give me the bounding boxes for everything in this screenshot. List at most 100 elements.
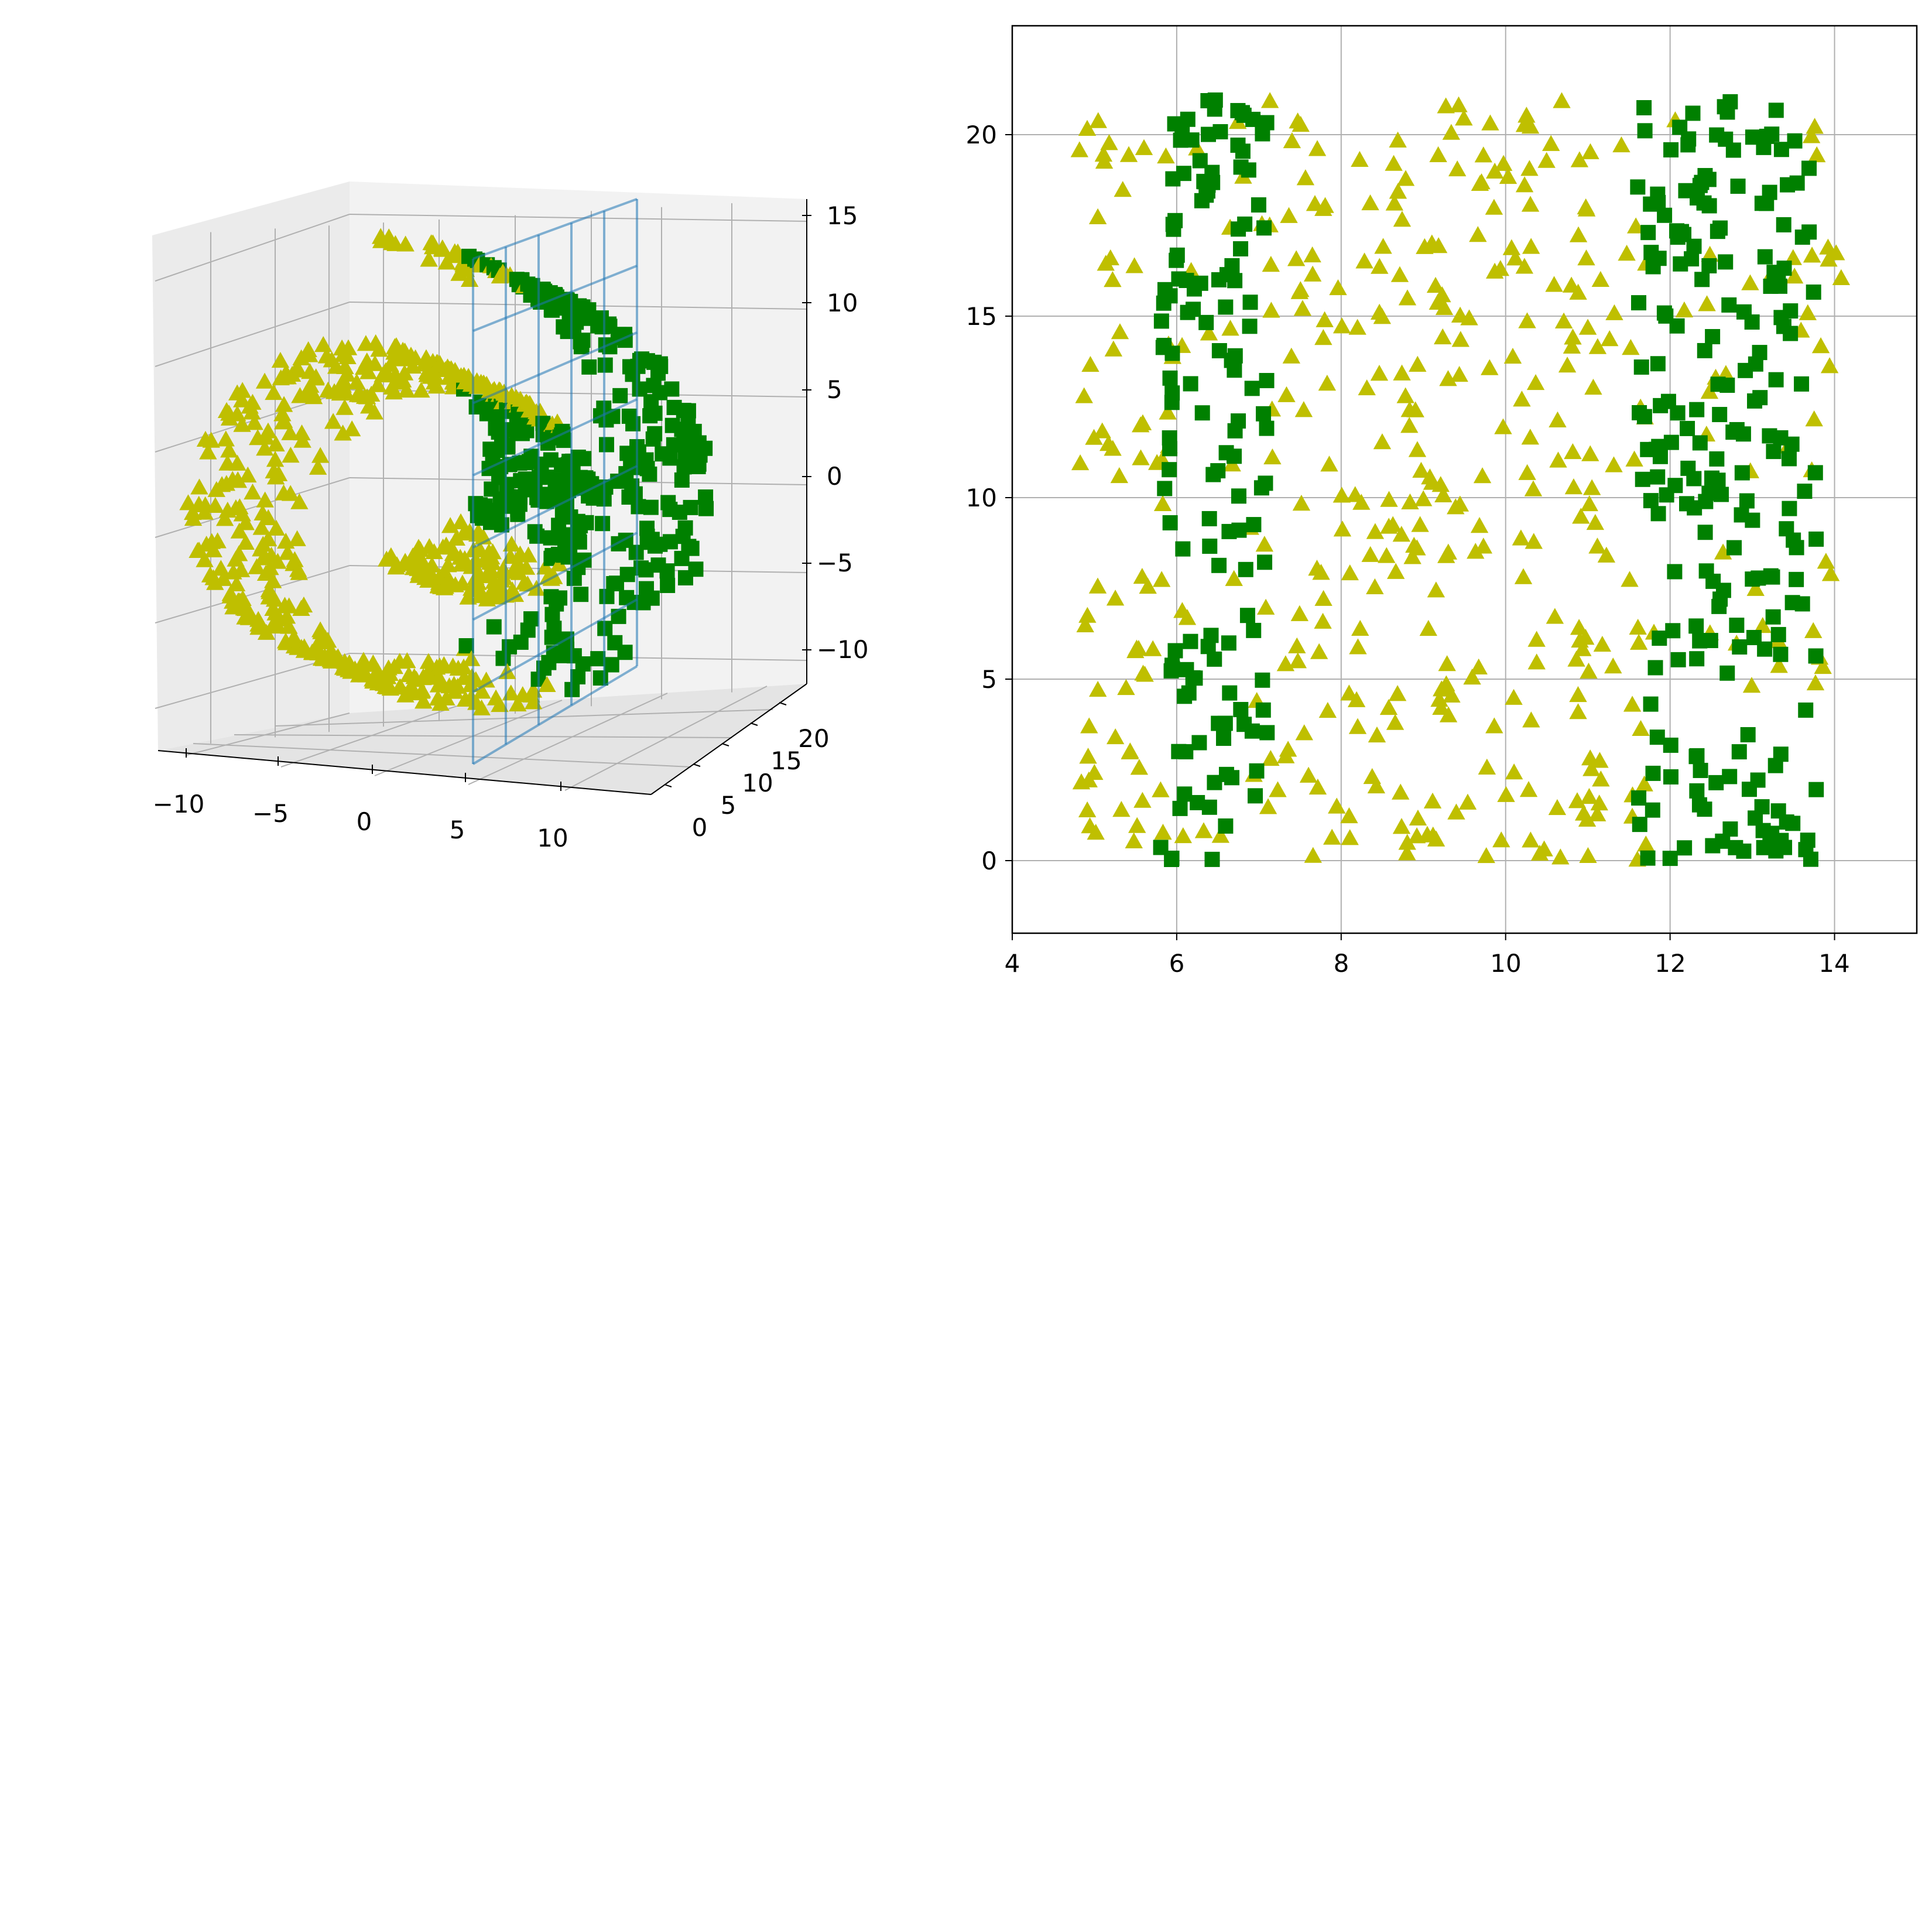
triangle-point (1314, 329, 1332, 345)
triangle-point (1341, 564, 1359, 581)
triangle-point (1526, 374, 1545, 390)
triangle-point (1390, 266, 1409, 282)
triangle-point (1408, 441, 1427, 457)
triangle-point (1293, 300, 1312, 316)
square-point (1203, 628, 1219, 643)
points-2d (1070, 92, 1851, 867)
triangle-point-3d (338, 365, 357, 382)
triangle-point-3d (311, 447, 330, 463)
square-point-3d (592, 670, 608, 686)
square-point (1631, 790, 1647, 806)
triangle-point (1592, 770, 1610, 787)
triangle-point (1431, 476, 1450, 492)
triangle-point-3d (527, 580, 546, 596)
square-point (1185, 670, 1201, 686)
triangle-point (1401, 493, 1419, 510)
triangle-point (1622, 339, 1640, 355)
triangle-point (1112, 800, 1131, 817)
x3d-tick-label: −5 (252, 799, 289, 828)
triangle-point-3d (255, 372, 274, 389)
square-point (1669, 318, 1685, 334)
square-point (1165, 171, 1181, 187)
triangle-point (1126, 642, 1145, 659)
triangle-point-3d (280, 618, 298, 634)
triangle-point (1625, 450, 1643, 467)
triangle-point (1481, 359, 1499, 375)
y-tick-mark (664, 784, 672, 787)
triangle-point (1470, 517, 1489, 533)
triangle-point-3d (199, 443, 217, 460)
triangle-point-3d (365, 403, 383, 420)
square-point (1183, 376, 1198, 392)
square-point (1685, 105, 1701, 121)
triangle-point (1393, 211, 1412, 227)
triangle-point-3d (369, 376, 387, 392)
square-point (1694, 272, 1710, 287)
triangle-point (1393, 364, 1411, 381)
square-point (1663, 769, 1678, 785)
square-point-3d (598, 437, 614, 453)
y3d-tick-label: 10 (742, 769, 773, 797)
square-point (1222, 685, 1238, 701)
square-point (1640, 441, 1656, 457)
plane-grid-line (472, 331, 638, 405)
square-point (1738, 362, 1753, 378)
square-point (1768, 102, 1784, 118)
cutting-plane (472, 198, 638, 765)
z3d-tick-label: −10 (817, 635, 869, 664)
triangle-point (1819, 238, 1837, 255)
square-point (1201, 511, 1217, 526)
triangle-point (1601, 330, 1619, 347)
square-point-3d (571, 534, 587, 550)
square-point (1178, 744, 1194, 760)
triangle-point (1605, 304, 1623, 320)
triangle-point-3d (281, 485, 300, 501)
triangle-point (1434, 328, 1452, 345)
triangle-point (1579, 847, 1597, 864)
square-point-3d (500, 437, 516, 453)
triangle-point (1432, 698, 1450, 715)
triangle-point (1290, 605, 1309, 621)
triangle-point (1714, 543, 1732, 560)
triangle-point-3d (439, 556, 457, 573)
triangle-point (1448, 160, 1467, 177)
square-point (1636, 100, 1652, 116)
triangle-point (1820, 357, 1839, 374)
square-point (1676, 227, 1692, 242)
triangle-point (1569, 686, 1587, 703)
grid-line (155, 565, 350, 624)
triangle-point (1605, 456, 1623, 472)
square-point (1745, 512, 1760, 528)
triangle-point (1348, 318, 1366, 335)
square-point (1242, 318, 1258, 334)
triangle-point-3d (259, 422, 278, 439)
square-point (1175, 541, 1191, 557)
square-point (1734, 465, 1750, 481)
triangle-point (1367, 777, 1386, 794)
triangle-point (1563, 337, 1581, 354)
square-point (1693, 762, 1708, 778)
triangle-point (1746, 580, 1765, 596)
square-point-3d (698, 501, 714, 516)
triangle-point (1280, 207, 1298, 223)
square-point (1259, 373, 1275, 389)
triangle-point-3d (300, 346, 318, 362)
square-point (1218, 766, 1234, 782)
y3d-tick-label: 15 (770, 746, 801, 775)
triangle-point (1458, 793, 1477, 810)
square-point (1784, 595, 1800, 611)
triangle-point (1537, 152, 1556, 168)
triangle-point (1629, 618, 1647, 635)
triangle-point (1380, 491, 1398, 507)
triangle-point (1152, 571, 1171, 587)
triangle-point (1811, 337, 1830, 354)
triangle-point (1130, 759, 1149, 775)
triangle-point (1581, 749, 1599, 766)
triangle-point (1081, 355, 1099, 372)
square-point (1635, 471, 1650, 487)
triangle-point (1469, 226, 1487, 242)
triangle-point (1485, 262, 1504, 279)
grid-line (280, 705, 457, 768)
square-point (1244, 381, 1260, 396)
square-point (1236, 717, 1252, 732)
